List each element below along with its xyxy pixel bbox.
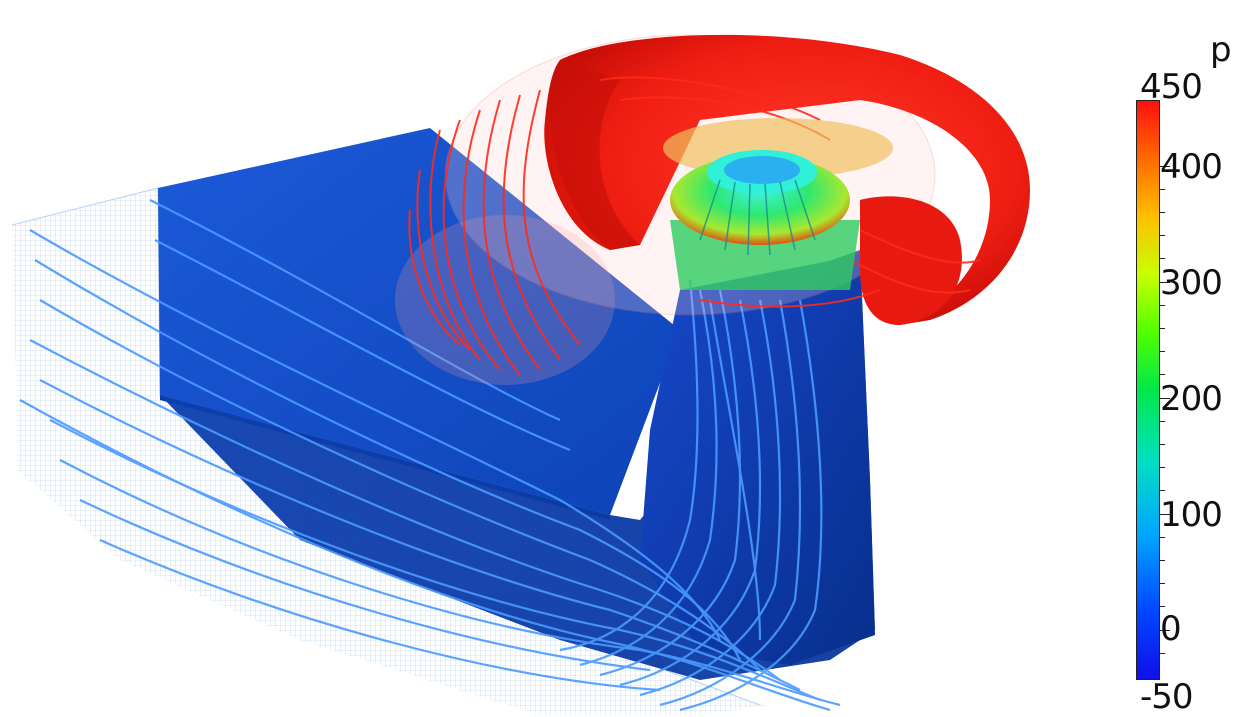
spiral-casing — [544, 34, 1030, 325]
colorbar-tick-label: -50 — [1140, 677, 1194, 717]
tick-mark — [1160, 166, 1170, 167]
colorbar-tick-label: 100 — [1160, 495, 1223, 535]
colorbar-title: p — [1210, 30, 1232, 70]
draft-tube — [158, 128, 875, 680]
blue-streamlines — [19, 199, 841, 712]
colorbar-tick-label: 450 — [1140, 67, 1203, 107]
tick-mark — [1160, 189, 1165, 190]
tick-mark — [1160, 421, 1165, 422]
tick-mark — [1160, 398, 1170, 399]
colorbar-tick-label: 300 — [1160, 263, 1223, 303]
tick-mark — [1160, 258, 1165, 259]
tick-mark — [1160, 560, 1165, 561]
colorbar-tick-label: 200 — [1160, 379, 1223, 419]
tick-mark — [1160, 374, 1165, 375]
colorbar-tick-label: 400 — [1160, 147, 1223, 187]
colorbar-tick-label: 0 — [1160, 609, 1182, 649]
runner — [663, 118, 893, 290]
tick-mark — [1160, 514, 1170, 515]
tick-mark — [1160, 235, 1165, 236]
tick-mark — [1160, 444, 1165, 445]
tick-mark — [1160, 653, 1165, 654]
tick-mark — [1160, 537, 1165, 538]
tick-mark — [1160, 606, 1165, 607]
red-streamlines — [408, 76, 981, 376]
tick-mark — [1160, 351, 1165, 352]
tick-mark — [1160, 490, 1165, 491]
tick-mark — [1160, 305, 1165, 306]
tick-mark — [1160, 467, 1165, 468]
tick-mark — [1160, 630, 1170, 631]
tick-mark — [1160, 583, 1165, 584]
tick-mark — [1160, 328, 1165, 329]
tick-mark — [1160, 212, 1165, 213]
tick-mark — [1160, 282, 1170, 283]
colorbar — [1136, 100, 1160, 680]
